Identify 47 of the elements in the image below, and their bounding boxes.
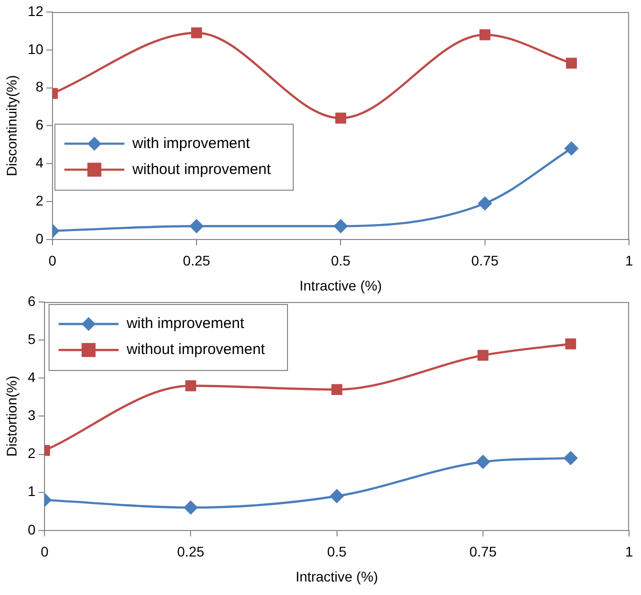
x-tick-label: 1 — [625, 544, 634, 560]
y-tick-label: 3 — [28, 407, 36, 424]
point — [190, 219, 204, 234]
point — [330, 489, 344, 504]
y-tick-label: 10 — [28, 40, 44, 57]
x-tick-label: 0.75 — [469, 544, 497, 560]
legend-label: without improvement — [131, 160, 272, 178]
point — [476, 454, 490, 469]
x-tick-label: 0.5 — [327, 544, 347, 560]
y-tick-label: 2 — [36, 192, 44, 208]
y-tick-label: 8 — [36, 78, 44, 95]
x-tick-label: 0 — [48, 252, 56, 269]
y-tick-label: 2 — [28, 445, 36, 462]
x-tick-label: 1 — [625, 252, 634, 269]
y-axis-title: Discontinuity(%) — [3, 75, 20, 176]
point — [564, 141, 578, 156]
point — [564, 451, 578, 466]
y-tick-label: 5 — [28, 330, 36, 347]
x-tick-label: 0.5 — [331, 252, 351, 269]
y-axis-title: Distortion(%) — [3, 376, 20, 457]
point — [184, 500, 198, 515]
point — [335, 112, 346, 124]
point — [565, 338, 576, 350]
y-tick-label: 6 — [28, 292, 36, 309]
point — [478, 350, 488, 361]
legend-label: without improvement — [126, 341, 266, 358]
point — [185, 380, 196, 392]
y-tick-label: 4 — [28, 368, 36, 385]
y-tick-label: 0 — [36, 230, 44, 246]
point — [479, 29, 490, 40]
point — [478, 196, 492, 210]
x-tick-label: 0.25 — [182, 252, 210, 269]
x-tick-label: 0.25 — [177, 544, 205, 560]
y-tick-label: 4 — [36, 154, 44, 170]
y-tick-label: 6 — [36, 116, 44, 133]
point — [331, 384, 342, 396]
legend-label: with improvement — [131, 134, 251, 152]
x-axis-title: Intractive (%) — [300, 277, 382, 294]
legend-label: with improvement — [126, 315, 245, 332]
x-axis-title: Intractive (%) — [296, 568, 378, 584]
y-tick-label: 0 — [28, 521, 36, 538]
point — [334, 219, 348, 234]
y-tick-label: 1 — [28, 483, 36, 500]
y-tick-label: 12 — [28, 2, 44, 19]
point — [191, 27, 202, 38]
x-tick-label: 0.75 — [471, 252, 499, 269]
point — [566, 58, 577, 69]
